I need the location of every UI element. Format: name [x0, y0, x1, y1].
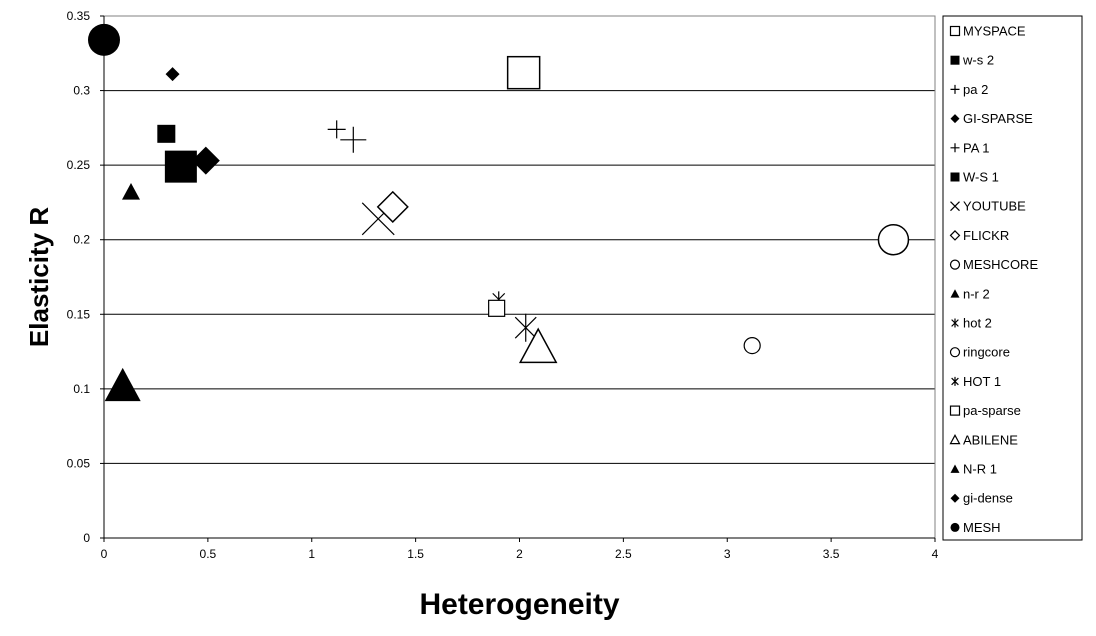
- legend-item-pa-2: pa 2: [950, 82, 988, 97]
- legend-label-flickr: FLICKR: [963, 228, 1009, 243]
- legend-label-w-s-1: W-S 1: [963, 170, 999, 185]
- data-points: [88, 23, 910, 402]
- legend-marker-w-s-2: [950, 55, 960, 65]
- x-tick-label-1: 0.5: [200, 547, 217, 561]
- x-tick-label-6: 3: [724, 547, 731, 561]
- point-myspace-0: [506, 55, 541, 90]
- legend-label-pa-sparse: pa-sparse: [963, 403, 1021, 418]
- legend-label-gi-dense: gi-dense: [963, 491, 1013, 506]
- legend-item-hot-2: hot 2: [951, 316, 992, 331]
- y-axis-title: Elasticity R: [24, 207, 54, 347]
- legend-item-w-s-2: w-s 2: [950, 53, 994, 68]
- legend-item-myspace: MYSPACE: [949, 24, 1026, 39]
- legend-item-n-r-1: N-R 1: [950, 462, 997, 477]
- y-tick-label-1: 0.05: [67, 456, 91, 470]
- legend-marker-hot-1: [951, 376, 959, 386]
- legend-label-n-r-1: N-R 1: [963, 462, 997, 477]
- legend-marker-n-r-1: [950, 464, 960, 473]
- point-w-s-2-0: [157, 124, 176, 143]
- point-n-r-1-0: [104, 367, 141, 402]
- x-tick-label-2: 1: [308, 547, 315, 561]
- legend-label-ringcore: ringcore: [963, 345, 1010, 360]
- legend-marker-gi-sparse: [950, 114, 960, 124]
- plot-area: [103, 15, 936, 539]
- x-tick-label-0: 0: [101, 547, 108, 561]
- point-w-s-1-0: [164, 150, 197, 183]
- point-meshcore-0: [877, 223, 910, 256]
- legend-label-w-s-2: w-s 2: [962, 53, 994, 68]
- legend-marker-pa-2: [950, 84, 960, 94]
- point-gi-sparse-0: [165, 67, 180, 82]
- y-tick-label-6: 0.3: [73, 84, 90, 98]
- legend-item-flickr: FLICKR: [949, 228, 1009, 243]
- legend-label-myspace: MYSPACE: [963, 24, 1026, 39]
- y-tick-label-5: 0.25: [67, 158, 91, 172]
- x-tick-label-5: 2.5: [615, 547, 632, 561]
- legend-label-n-r-2: n-r 2: [963, 286, 990, 301]
- legend-item-mesh: MESH: [950, 520, 1001, 535]
- x-axis-ticks: 0 0.5 1 1.5 2 2.5 3 3.5 4: [101, 538, 939, 561]
- legend-box: [942, 15, 1083, 541]
- y-tick-label-4: 0.2: [73, 233, 90, 247]
- y-axis-ticks: 0 0.05 0.1 0.15 0.2 0.25 0.3 0.35: [67, 9, 104, 545]
- point-hot-1-0: [514, 313, 537, 342]
- legend-marker-myspace: [949, 25, 961, 37]
- legend-marker-pa-sparse: [949, 405, 961, 416]
- legend-item-abilene: ABILENE: [949, 432, 1018, 447]
- legend-item-ringcore: ringcore: [949, 345, 1010, 360]
- legend-marker-abilene: [949, 434, 961, 445]
- legend-label-pa-1: PA 1: [963, 140, 990, 155]
- legend-label-abilene: ABILENE: [963, 432, 1018, 447]
- legend-marker-hot-2: [951, 318, 959, 328]
- y-tick-label-2: 0.1: [73, 382, 90, 396]
- legend-marker-pa-1: [950, 143, 960, 153]
- legend-item-gi-sparse: GI-SPARSE: [950, 111, 1033, 126]
- legend-label-gi-sparse: GI-SPARSE: [963, 111, 1033, 126]
- y-tick-label-0: 0: [83, 531, 90, 545]
- axes: [103, 16, 935, 539]
- legend-item-w-s-1: W-S 1: [950, 170, 999, 185]
- point-mesh-0: [88, 23, 120, 56]
- legend-marker-youtube: [950, 201, 960, 212]
- legend-item-pa-sparse: pa-sparse: [949, 403, 1021, 418]
- legend-marker-flickr: [949, 230, 961, 241]
- point-pa-1-0: [340, 126, 367, 153]
- x-tick-label-7: 3.5: [823, 547, 840, 561]
- legend-marker-gi-dense: [950, 493, 960, 503]
- x-axis-title: Heterogeneity: [419, 588, 619, 621]
- legend-item-hot-1: HOT 1: [951, 374, 1001, 389]
- legend-marker-n-r-2: [950, 289, 960, 298]
- point-abilene-0: [518, 327, 558, 364]
- legend: MYSPACE w-s 2 pa 2 GI-SPARSE PA 1 W-S 1 YOUTUB…: [942, 15, 1083, 541]
- legend-label-youtube: YOUTUBE: [963, 199, 1026, 214]
- point-n-r-2-0: [122, 182, 141, 200]
- legend-label-hot-1: HOT 1: [963, 374, 1001, 389]
- legend-item-pa-1: PA 1: [950, 140, 990, 155]
- legend-marker-w-s-1: [950, 172, 960, 182]
- legend-marker-meshcore: [949, 259, 961, 270]
- legend-item-youtube: YOUTUBE: [950, 199, 1026, 214]
- point-pa-sparse-0: [488, 299, 506, 317]
- legend-item-meshcore: MESHCORE: [949, 257, 1038, 272]
- point-flickr-0: [376, 190, 409, 223]
- x-tick-label-4: 2: [516, 547, 523, 561]
- legend-label-mesh: MESH: [963, 520, 1001, 535]
- point-pa-2-0: [327, 120, 346, 139]
- legend-item-n-r-2: n-r 2: [950, 286, 990, 301]
- y-tick-label-3: 0.15: [67, 307, 91, 321]
- y-tick-label-7: 0.35: [67, 9, 91, 23]
- x-tick-label-3: 1.5: [407, 547, 424, 561]
- legend-marker-ringcore: [949, 347, 961, 358]
- point-gi-dense-0: [191, 146, 220, 175]
- point-ringcore-0: [743, 337, 761, 355]
- legend-label-meshcore: MESHCORE: [963, 257, 1038, 272]
- legend-label-hot-2: hot 2: [963, 316, 992, 331]
- legend-marker-mesh: [950, 522, 960, 532]
- x-tick-label-8: 4: [932, 547, 939, 561]
- legend-label-pa-2: pa 2: [963, 82, 988, 97]
- legend-item-gi-dense: gi-dense: [950, 491, 1013, 506]
